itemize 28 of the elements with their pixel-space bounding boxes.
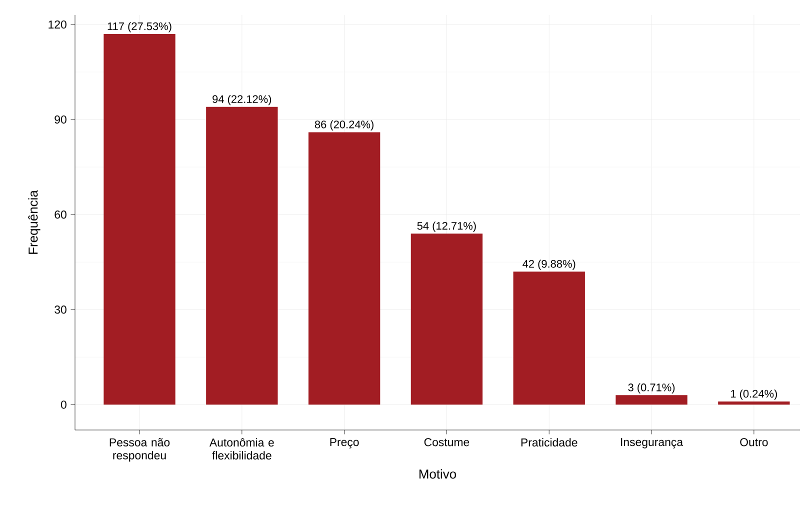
y-tick-label: 60 bbox=[54, 210, 66, 219]
bar bbox=[513, 272, 585, 405]
x-tick-label: Costume bbox=[424, 438, 470, 446]
y-tick-label: 30 bbox=[54, 306, 66, 314]
data-label: 117 (27.53%) bbox=[108, 22, 172, 32]
x-axis-title: Motivo bbox=[419, 469, 456, 479]
data-label: 94 (22.12%) bbox=[212, 94, 272, 106]
data-label: 54 (12.71%) bbox=[417, 222, 476, 232]
y-axis-title: Frequência bbox=[28, 190, 40, 254]
bar bbox=[206, 106, 278, 405]
x-tick-label: Praticidade bbox=[521, 438, 578, 447]
x-tick-label: Preço bbox=[330, 438, 359, 448]
bar bbox=[104, 34, 176, 405]
x-tick-label: Autonômia e flexibilidade bbox=[209, 438, 274, 460]
bar bbox=[308, 132, 380, 405]
bar bbox=[410, 234, 483, 405]
bar bbox=[616, 395, 688, 405]
x-tick-label: Outro bbox=[740, 438, 768, 446]
y-tick-label: 0 bbox=[60, 400, 66, 409]
data-label: 3 (0.71%) bbox=[628, 383, 675, 394]
data-label: 42 (9.88%) bbox=[522, 260, 576, 270]
x-tick-label: Insegurança bbox=[621, 438, 684, 448]
bar bbox=[718, 401, 790, 405]
data-label: 86 (20.24%) bbox=[314, 120, 374, 131]
y-tick-label: 120 bbox=[48, 20, 66, 29]
x-tick-label: Pessoa não respondeu bbox=[110, 438, 170, 462]
y-tick-label: 90 bbox=[54, 115, 66, 124]
data-label: 1 (0.24%) bbox=[730, 390, 777, 400]
